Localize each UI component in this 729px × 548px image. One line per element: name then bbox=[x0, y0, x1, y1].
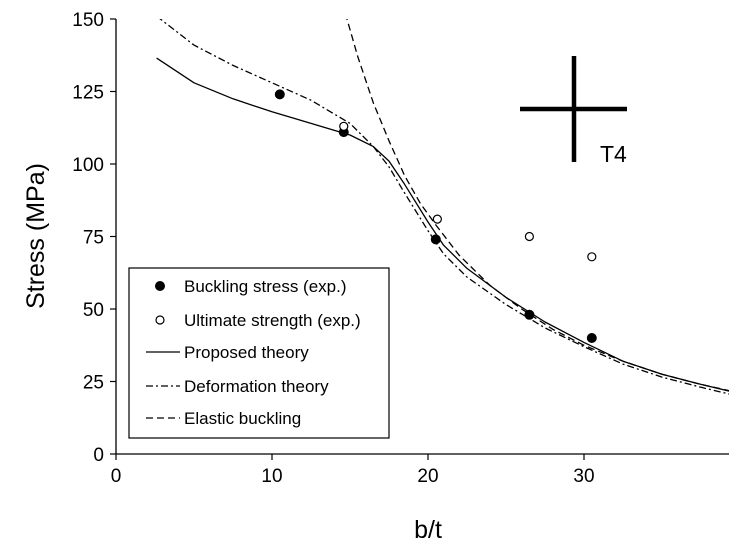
data-point-ultimate-strength-exp bbox=[339, 121, 349, 131]
data-point-buckling-stress-exp bbox=[274, 89, 285, 100]
x-tick-label: 30 bbox=[573, 466, 594, 487]
points-layer bbox=[274, 89, 597, 343]
legend-label-proposed: Proposed theory bbox=[184, 343, 309, 362]
legend-label-deformation: Deformation theory bbox=[184, 377, 329, 396]
data-point-ultimate-strength-exp bbox=[432, 214, 442, 224]
legend: Buckling stress (exp.) Ultimate strength… bbox=[128, 267, 390, 439]
legend-box bbox=[128, 267, 390, 439]
y-tick-label: 0 bbox=[93, 445, 104, 466]
t4-cross-icon bbox=[520, 56, 627, 162]
y-tick-label: 75 bbox=[83, 228, 104, 249]
legend-label-buckling: Buckling stress (exp.) bbox=[184, 277, 347, 296]
data-point-buckling-stress-exp bbox=[430, 234, 441, 245]
x-tick-label: 10 bbox=[261, 466, 282, 487]
legend-label-ultimate: Ultimate strength (exp.) bbox=[184, 311, 361, 330]
y-tick-label: 125 bbox=[72, 83, 104, 104]
legend-swatch-buckling bbox=[155, 281, 165, 291]
annotation-label: T4 bbox=[600, 141, 627, 167]
legend-swatch-ultimate bbox=[155, 315, 165, 325]
series-line-deformation-theory bbox=[159, 19, 729, 395]
y-tick-label: 100 bbox=[72, 155, 104, 176]
data-point-buckling-stress-exp bbox=[524, 309, 535, 320]
x-tick-label: 0 bbox=[111, 466, 122, 487]
data-point-ultimate-strength-exp bbox=[524, 231, 535, 242]
y-tick-label: 25 bbox=[83, 373, 104, 394]
data-point-ultimate-strength-exp bbox=[587, 252, 597, 262]
series-line-elastic-buckling bbox=[346, 19, 729, 392]
y-axis-label: Stress (MPa) bbox=[22, 163, 50, 309]
axis-ticks: 0102030400255075100125150 bbox=[72, 10, 594, 487]
x-axis-label: b/t bbox=[414, 516, 442, 544]
y-tick-label: 150 bbox=[72, 10, 104, 31]
legend-label-elastic: Elastic buckling bbox=[184, 409, 301, 428]
x-tick-label: 20 bbox=[417, 466, 438, 487]
data-point-buckling-stress-exp bbox=[586, 333, 597, 343]
series-layer bbox=[156, 19, 729, 395]
y-tick-label: 50 bbox=[83, 300, 104, 321]
